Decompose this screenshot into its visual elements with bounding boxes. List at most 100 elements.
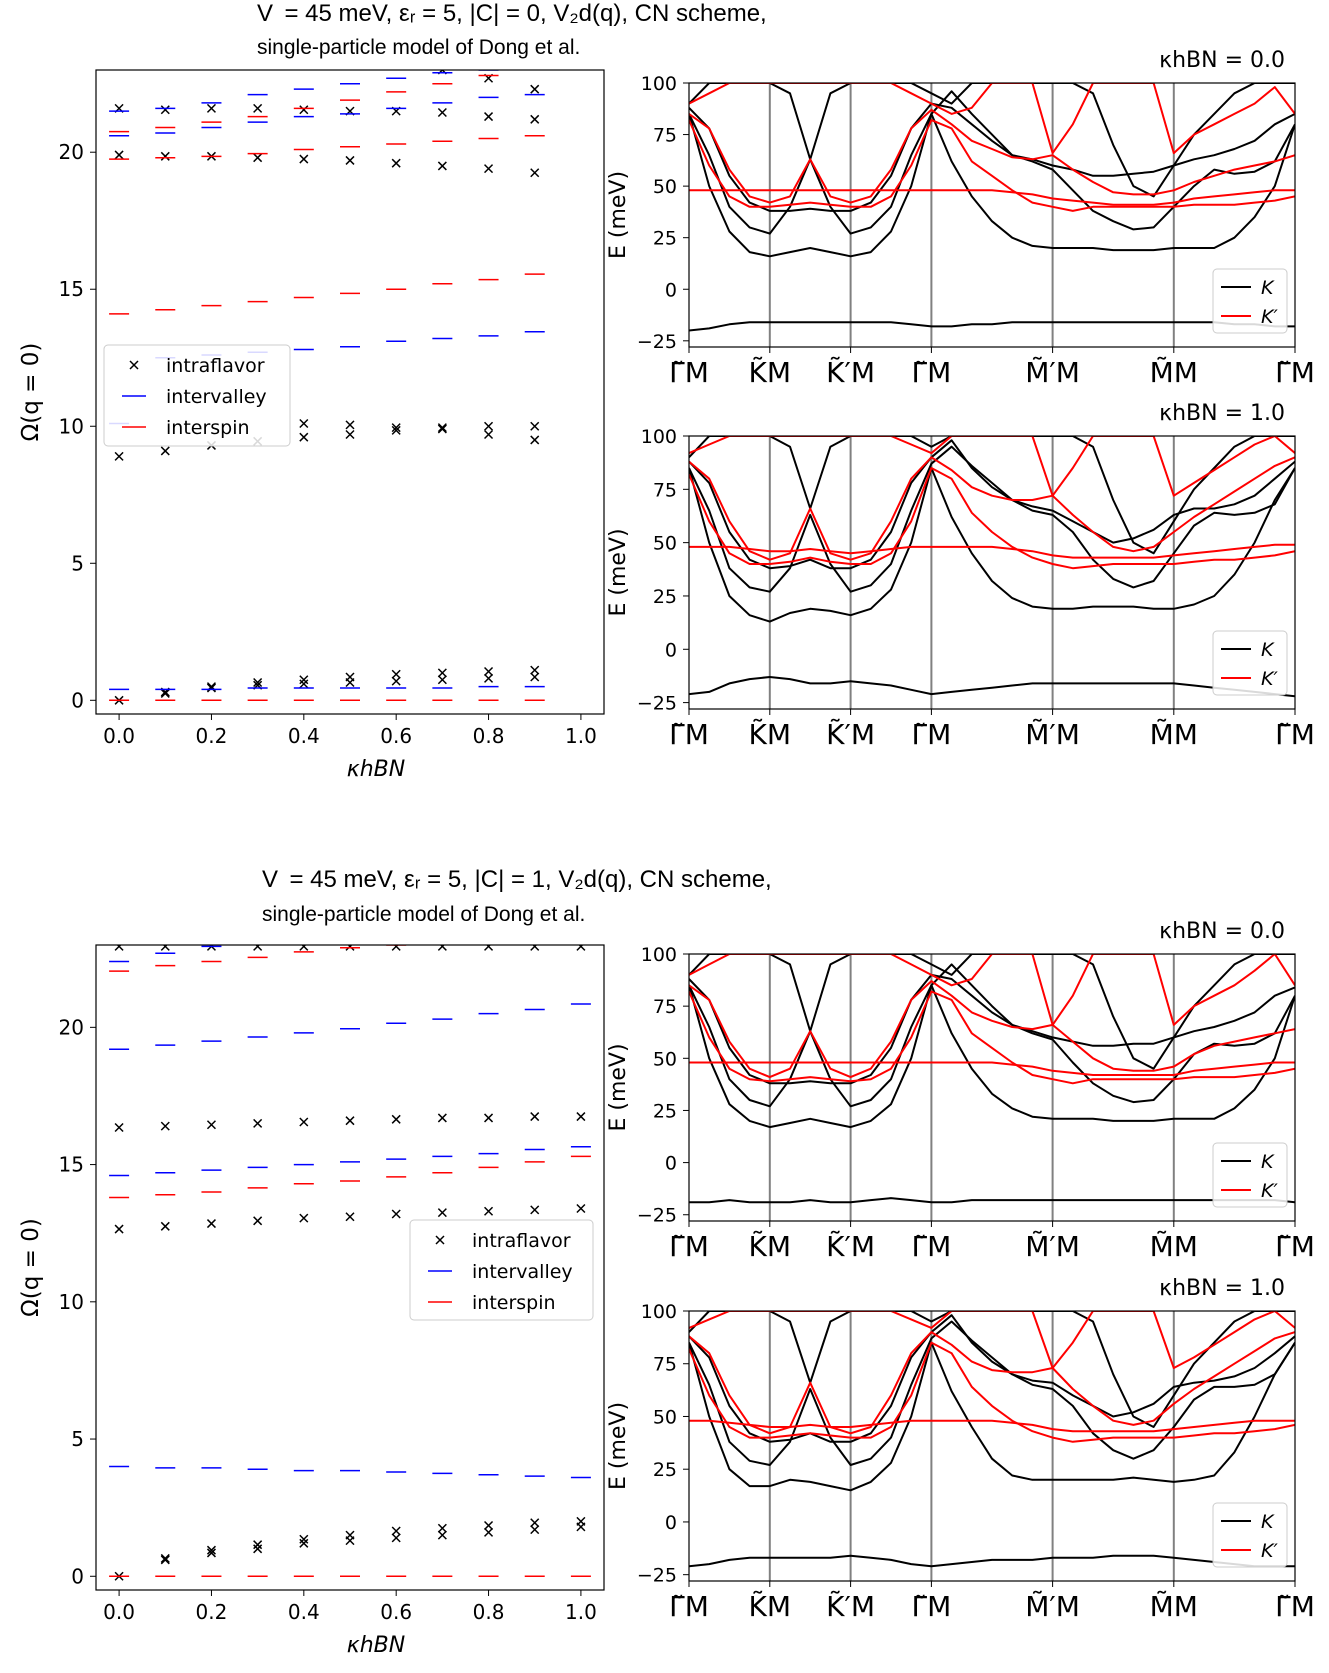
point-intraflavor bbox=[391, 676, 401, 686]
point-intraflavor bbox=[206, 1545, 216, 1555]
axes-frame bbox=[95, 944, 605, 1591]
y-tick-label: 50 bbox=[653, 176, 677, 198]
x-tick-label: 0.6 bbox=[380, 724, 412, 748]
legend-box bbox=[409, 1219, 594, 1321]
band-line-Kp bbox=[689, 436, 1295, 497]
kpoint-label: M̃′M bbox=[1025, 356, 1080, 389]
point-intraflavor bbox=[484, 429, 494, 440]
point-intraflavor bbox=[160, 1221, 170, 1231]
legend-label-K: K bbox=[1261, 277, 1275, 299]
legend-label-K: K bbox=[1261, 1151, 1275, 1173]
band-line-K bbox=[689, 1554, 1295, 1568]
x-tick-label: 0.8 bbox=[473, 724, 505, 748]
kpoint-label: K̃M bbox=[749, 718, 792, 751]
point-intraflavor bbox=[437, 161, 447, 171]
y-tick-label: 0 bbox=[71, 1564, 84, 1588]
point-intraflavor bbox=[253, 1540, 263, 1550]
legend-label-intraflavor: intraflavor bbox=[472, 1230, 571, 1252]
kpoint-label: M̃′M bbox=[1025, 1230, 1080, 1263]
y-axis-label: E (meV) bbox=[606, 1043, 631, 1131]
band-line-K bbox=[689, 676, 1295, 698]
kpoint-label: Γ̃M bbox=[669, 1590, 709, 1623]
y-tick-label: −25 bbox=[637, 1565, 677, 1587]
point-intraflavor bbox=[299, 945, 309, 951]
bands-bands_top_k1 bbox=[689, 436, 1295, 698]
band-line-Kp bbox=[689, 189, 1295, 206]
y-tick-label: 5 bbox=[71, 551, 84, 575]
legend-label-intraflavor: intraflavor bbox=[166, 355, 265, 377]
marks-omega_bottom bbox=[109, 945, 591, 1581]
band-line-K bbox=[689, 1314, 1295, 1443]
title-bottom-line2: single-particle model of Dong et al. bbox=[262, 903, 586, 926]
band-line-K bbox=[689, 436, 1295, 555]
kpoint-label: M̃′M bbox=[1025, 718, 1080, 751]
point-intraflavor bbox=[114, 1122, 124, 1133]
kpoint-label: Γ̃M bbox=[912, 718, 952, 751]
point-intraflavor bbox=[299, 1538, 309, 1548]
point-intraflavor bbox=[206, 103, 216, 113]
point-intraflavor bbox=[530, 435, 540, 445]
kpoint-label: Γ̃M bbox=[912, 356, 952, 389]
y-tick-label: 100 bbox=[641, 426, 677, 448]
band-line-K bbox=[689, 1341, 1295, 1492]
x-tick-label: 1.0 bbox=[565, 724, 597, 748]
panel-title: κhBN = 1.0 bbox=[1159, 401, 1285, 426]
y-axis-label: E (meV) bbox=[606, 528, 631, 616]
point-intraflavor bbox=[299, 154, 309, 164]
point-intraflavor bbox=[253, 153, 263, 163]
point-intraflavor bbox=[160, 945, 170, 951]
legend-label-interspin: interspin bbox=[166, 417, 250, 439]
kpoint-label: K̃′M bbox=[826, 1230, 875, 1263]
point-intraflavor bbox=[484, 1113, 494, 1123]
legend-label-K: K bbox=[1261, 639, 1275, 661]
axes-frame bbox=[688, 82, 1296, 348]
point-intraflavor bbox=[391, 1114, 401, 1124]
point-intraflavor bbox=[345, 155, 355, 165]
point-intraflavor bbox=[391, 1533, 401, 1543]
point-intraflavor bbox=[530, 665, 540, 675]
x-tick-label: 1.0 bbox=[565, 1600, 597, 1624]
point-intraflavor bbox=[530, 84, 540, 94]
point-intraflavor bbox=[484, 1206, 494, 1216]
point-intraflavor bbox=[299, 1534, 309, 1544]
kpoint-label: Γ̃M bbox=[669, 718, 709, 751]
kpoint-label: M̃M bbox=[1150, 1230, 1198, 1263]
point-intraflavor bbox=[484, 1527, 494, 1537]
band-line-Kp bbox=[689, 456, 1295, 561]
legend-label-Kp: K′ bbox=[1261, 1180, 1278, 1202]
band-line-Kp bbox=[689, 119, 1295, 212]
point-intraflavor bbox=[484, 1520, 494, 1531]
band-line-K bbox=[689, 90, 1295, 235]
band-line-K bbox=[689, 439, 1295, 570]
point-intraflavor bbox=[345, 429, 355, 440]
band-line-K bbox=[689, 963, 1295, 1108]
axes-frame bbox=[688, 953, 1296, 1222]
point-intraflavor bbox=[160, 446, 170, 456]
x-tick-label: 0.4 bbox=[288, 1600, 320, 1624]
point-intraflavor bbox=[530, 1205, 540, 1215]
chart-omega_bottom bbox=[90, 944, 605, 1596]
kpoint-label: K̃′M bbox=[826, 1590, 875, 1623]
point-intraflavor bbox=[345, 945, 355, 951]
x-tick-label: 0.0 bbox=[103, 1600, 135, 1624]
y-tick-label: 5 bbox=[71, 1427, 84, 1451]
point-intraflavor bbox=[114, 1224, 124, 1234]
x-tick-label: 0.2 bbox=[196, 1600, 228, 1624]
title-top-line2: single-particle model of Dong et al. bbox=[257, 36, 581, 59]
y-tick-label: −25 bbox=[637, 693, 677, 715]
point-intraflavor bbox=[576, 945, 586, 951]
band-line-Kp bbox=[689, 83, 1295, 155]
point-intraflavor bbox=[437, 1523, 447, 1533]
point-intraflavor bbox=[530, 114, 540, 124]
point-intraflavor bbox=[206, 1548, 216, 1558]
x-tick-label: 0.0 bbox=[103, 724, 135, 748]
point-intraflavor bbox=[391, 669, 401, 679]
legend-label-intervalley: intervalley bbox=[472, 1261, 573, 1283]
point-intraflavor bbox=[206, 683, 216, 693]
kpoint-label: Γ̃M bbox=[1275, 1230, 1315, 1263]
y-tick-label: 100 bbox=[641, 1301, 677, 1323]
chart-omega_top bbox=[90, 69, 605, 720]
kpoint-label: K̃M bbox=[749, 356, 792, 389]
y-tick-label: 10 bbox=[59, 1290, 84, 1314]
kpoint-label: Γ̃M bbox=[669, 356, 709, 389]
